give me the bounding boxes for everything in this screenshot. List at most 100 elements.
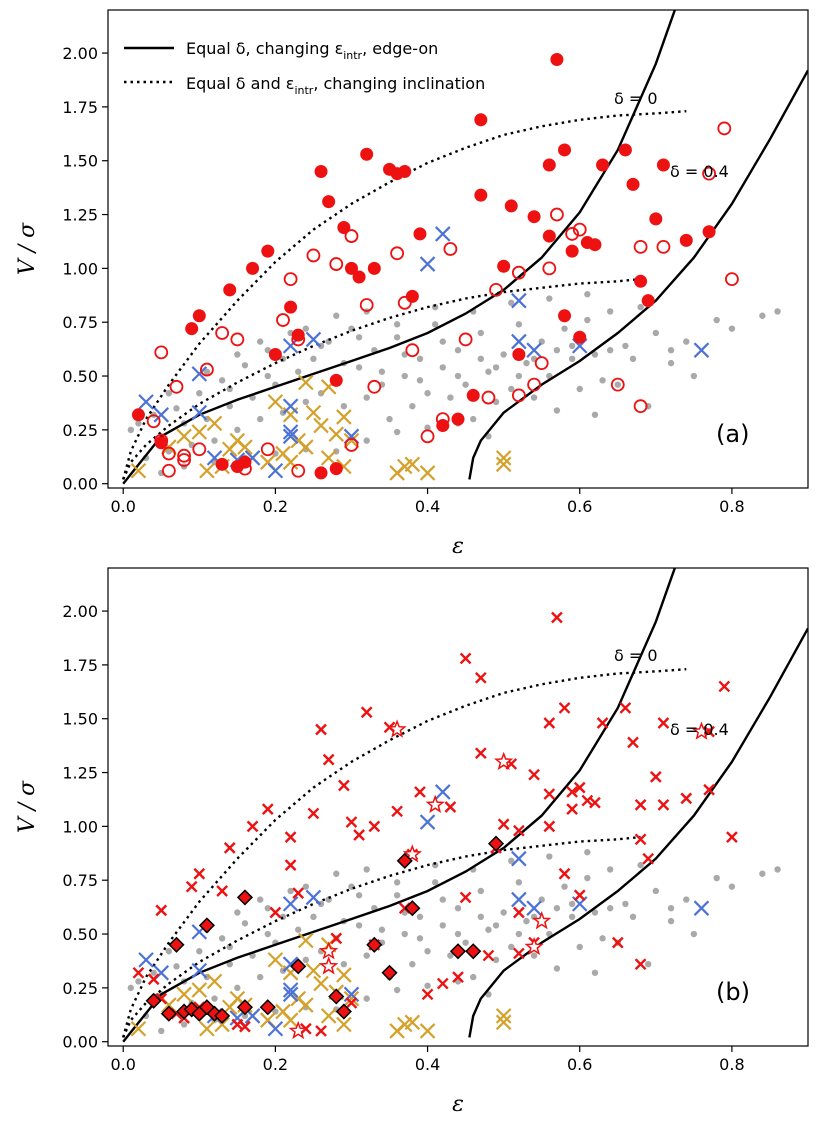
red-x-marker <box>718 680 731 693</box>
grey-point <box>508 385 515 393</box>
gold-x-marker <box>199 462 215 479</box>
gold-x-marker <box>267 394 284 410</box>
grey-point <box>431 321 439 328</box>
grey-point <box>683 896 690 903</box>
grey-point <box>401 372 408 380</box>
red-x-marker <box>391 805 403 818</box>
grey-point <box>591 909 599 916</box>
red-x-marker <box>338 779 350 792</box>
grey-point <box>485 926 492 933</box>
gold-x-marker <box>396 458 413 475</box>
grey-point <box>439 922 446 929</box>
grey-point <box>355 922 363 929</box>
grey-point <box>591 351 599 358</box>
red-x-marker <box>322 753 335 766</box>
red-filled-circle <box>588 238 602 252</box>
blue-x-marker <box>419 814 436 830</box>
grey-point <box>203 368 211 375</box>
grey-point <box>667 904 675 912</box>
panel-b-label: (b) <box>716 978 750 1006</box>
grey-point <box>492 364 500 371</box>
red-x-marker <box>223 842 236 854</box>
grey-point <box>584 849 591 856</box>
grey-point <box>561 883 568 890</box>
red-x-marker <box>642 852 655 865</box>
grey-point <box>667 346 675 354</box>
grey-point <box>462 939 469 946</box>
red-x-marker <box>703 783 715 796</box>
grey-point <box>226 943 233 951</box>
panel-b-xtick-label: 0.0 <box>110 1055 135 1074</box>
red-open-circle <box>550 207 564 222</box>
gold-x-marker <box>328 426 345 442</box>
red-x-marker <box>634 798 647 811</box>
red-filled-circle <box>367 261 381 275</box>
red-filled-circle <box>527 210 541 224</box>
grey-point <box>234 984 241 992</box>
grey-point <box>477 887 485 895</box>
gold-x-marker <box>130 462 147 479</box>
grey-point <box>256 896 264 903</box>
red-x-marker <box>726 831 738 843</box>
gold-x-marker <box>495 450 512 466</box>
red-filled-circle <box>360 147 374 161</box>
blue-x-marker <box>511 333 527 350</box>
red-x-marker <box>528 768 540 781</box>
grey-point <box>165 948 173 955</box>
grey-point <box>424 982 431 989</box>
panel-a: 0.0 0.2 0.4 0.6 0.8 0.00 0.25 0.50 0.75 1.00 1.25 1… <box>15 9 809 559</box>
grey-point <box>454 372 462 380</box>
red-filled-circle <box>131 408 145 422</box>
grey-point <box>378 368 386 375</box>
red-open-circle <box>169 379 184 394</box>
red-x-marker <box>459 652 472 665</box>
grey-point <box>234 351 241 358</box>
red-open-circle <box>177 448 191 463</box>
grey-point <box>295 368 302 375</box>
red-open-circle <box>161 446 176 461</box>
red-open-circle <box>177 453 191 467</box>
grey-point <box>363 866 370 873</box>
grey-point <box>606 866 614 873</box>
red-star-marker <box>318 956 339 975</box>
grey-point <box>363 952 370 959</box>
grey-point <box>454 930 462 938</box>
panel-b-markers <box>130 611 738 1040</box>
red-open-circle <box>489 283 503 297</box>
red-filled-circle <box>451 412 465 426</box>
red-x-marker <box>193 867 206 880</box>
grey-point <box>386 415 393 423</box>
panel-a-xtick-label: 0.8 <box>719 497 744 516</box>
panel-b-delta0-label: δ = 0 <box>614 646 658 665</box>
grey-point <box>462 381 469 388</box>
gold-x-marker <box>191 982 208 998</box>
red-open-circle <box>702 166 716 181</box>
grey-point <box>652 887 660 895</box>
grey-point <box>553 407 561 414</box>
red-filled-circle <box>405 289 419 303</box>
panel-b: 0.0 0.2 0.4 0.6 0.8 0.00 0.25 0.50 0.75 1.00 1.25 1… <box>15 567 809 1117</box>
red-filled-circle <box>329 373 343 387</box>
grey-point <box>492 956 500 964</box>
red-open-circle <box>717 121 732 136</box>
red-filled-circle <box>223 283 237 297</box>
grey-point <box>713 316 720 324</box>
grey-point <box>622 342 629 350</box>
panel-a-xtick-label: 0.0 <box>110 497 135 516</box>
red-open-circle <box>725 272 739 287</box>
gold-x-marker <box>495 1014 512 1031</box>
grey-point <box>622 900 629 908</box>
gold-x-marker <box>298 439 314 455</box>
blue-x-marker <box>511 292 527 309</box>
grey-point <box>416 355 424 363</box>
blue-x-marker <box>138 952 154 968</box>
gold-x-marker <box>298 374 314 391</box>
red-x-marker <box>459 891 472 904</box>
red-open-circle <box>154 345 169 360</box>
grey-point <box>508 943 515 951</box>
grey-point <box>553 904 561 912</box>
grey-point <box>606 904 614 912</box>
grey-point <box>629 913 637 921</box>
blue-x-marker <box>511 850 527 867</box>
gold-x-marker <box>275 445 291 462</box>
